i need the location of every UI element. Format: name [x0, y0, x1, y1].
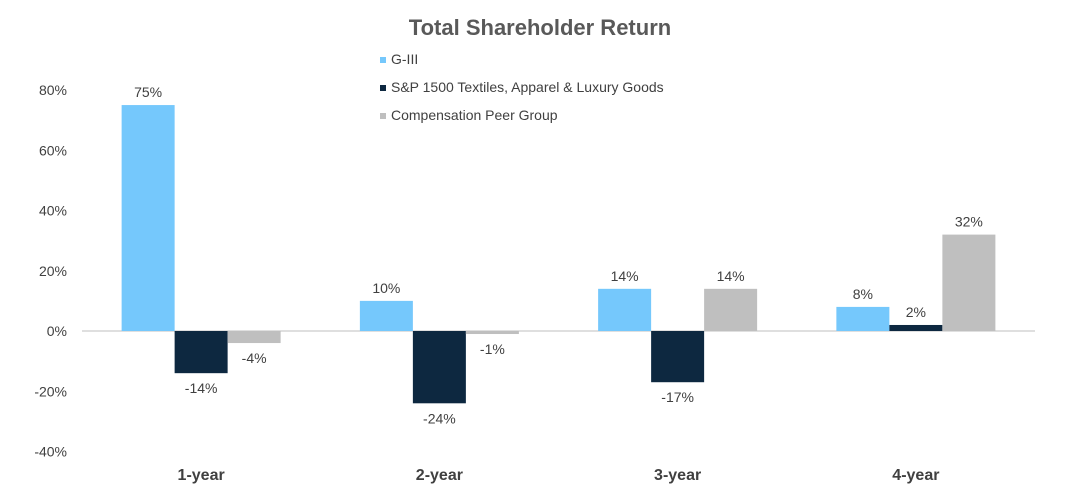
data-label: -17%	[661, 389, 694, 405]
data-label: 8%	[853, 286, 873, 302]
y-tick-label: 0%	[47, 323, 67, 339]
chart-title: Total Shareholder Return	[409, 15, 671, 40]
bar-4-year-series-2	[889, 324, 943, 331]
bar-1-year-series-3	[227, 331, 281, 344]
x-tick-label: 2-year	[416, 467, 463, 484]
data-label: 10%	[372, 280, 400, 296]
y-tick-label: 60%	[39, 142, 67, 158]
data-label: 14%	[717, 268, 745, 284]
data-labels: 75% -14% -4% 10% -24% -1% 14% -17% 14% 8% 2% 32%	[134, 84, 983, 426]
bar-1-year-series-1	[121, 105, 175, 331]
bars	[121, 105, 996, 404]
bar-4-year-series-1	[836, 306, 890, 331]
data-label: -4%	[242, 350, 267, 366]
data-label: -14%	[185, 380, 218, 396]
x-tick-label: 3-year	[654, 467, 701, 484]
y-tick-label: 20%	[39, 263, 67, 279]
y-tick-label: 80%	[39, 82, 67, 98]
bar-3-year-series-3	[704, 288, 758, 331]
bar-2-year-series-2	[412, 331, 466, 404]
data-label: 75%	[134, 84, 162, 100]
y-tick-label: -20%	[34, 383, 67, 399]
bar-3-year-series-2	[651, 331, 705, 383]
bar-1-year-series-2	[174, 331, 228, 374]
data-label: 32%	[955, 214, 983, 230]
data-label: -1%	[480, 341, 505, 357]
y-tick-label: 40%	[39, 203, 67, 219]
legend-swatch	[380, 57, 386, 63]
legend-swatch	[380, 85, 386, 91]
y-axis: 80% 60% 40% 20% 0% -20% -40%	[34, 82, 67, 460]
legend-label: S&P 1500 Textiles, Apparel & Luxury Good…	[391, 79, 664, 95]
data-label: 14%	[611, 268, 639, 284]
legend: G-III S&P 1500 Textiles, Apparel & Luxury…	[380, 51, 664, 123]
y-tick-label: -40%	[34, 444, 67, 460]
legend-label: Compensation Peer Group	[391, 107, 558, 123]
x-axis: 1-year 2-year 3-year 4-year	[178, 467, 940, 484]
legend-label: G-III	[391, 51, 418, 67]
bar-2-year-series-1	[359, 300, 413, 331]
bar-4-year-series-3	[942, 234, 996, 331]
x-tick-label: 4-year	[892, 467, 939, 484]
data-label: 2%	[906, 304, 926, 320]
data-label: -24%	[423, 410, 456, 426]
bar-2-year-series-3	[465, 331, 519, 335]
x-tick-label: 1-year	[178, 467, 225, 484]
bar-3-year-series-1	[598, 288, 652, 331]
legend-swatch	[380, 113, 386, 119]
